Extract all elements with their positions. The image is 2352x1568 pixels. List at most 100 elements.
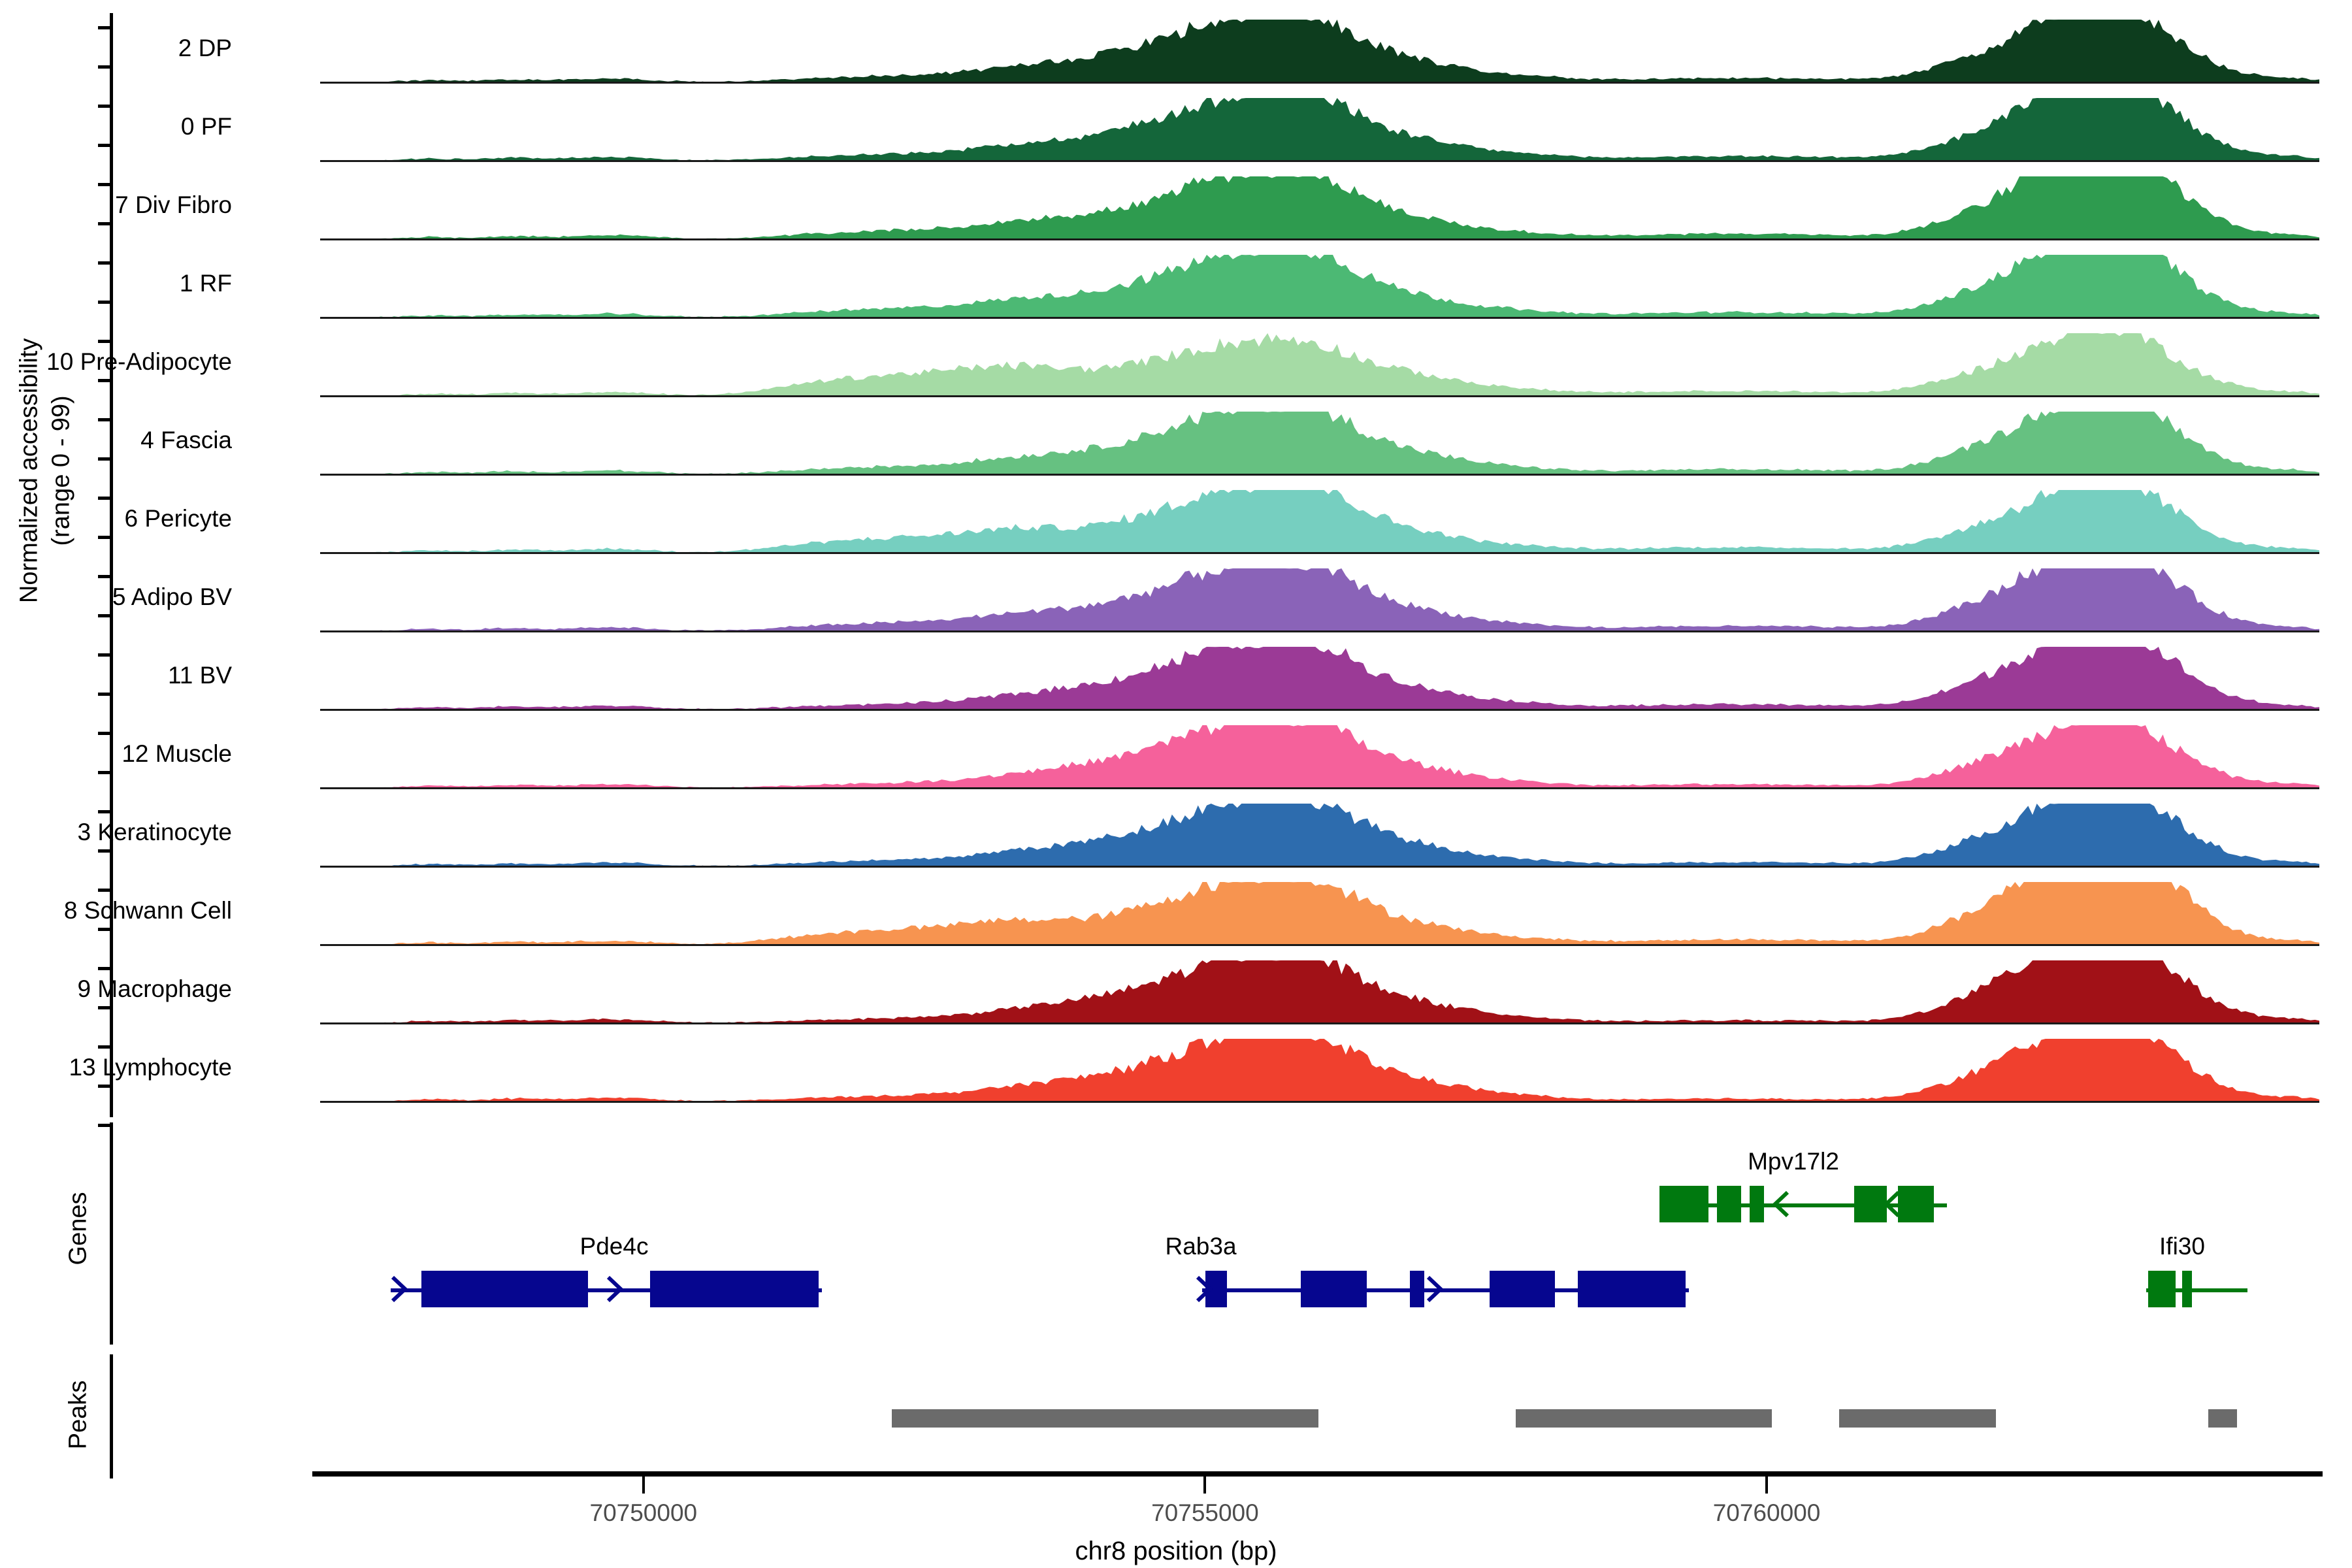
gene-exon	[1301, 1271, 1367, 1307]
y-tick	[98, 849, 110, 853]
track-label-1-rf: 1 RF	[179, 270, 232, 297]
gene-exon	[1410, 1271, 1424, 1307]
track-baseline	[320, 630, 2319, 632]
gene-intron-line	[1659, 1203, 1947, 1207]
gene-exon	[2148, 1271, 2176, 1307]
x-tick	[1203, 1477, 1207, 1494]
track-baseline	[320, 317, 2319, 319]
y-tick	[98, 379, 110, 382]
coverage-signal	[320, 98, 2319, 162]
track-label-11-bv: 11 BV	[167, 662, 232, 689]
gene-exon	[1898, 1186, 1934, 1222]
y-tick	[98, 1124, 110, 1127]
peaks-axis-title: Peaks	[39, 1349, 118, 1480]
coverage-track	[320, 882, 2319, 946]
y-tick	[98, 261, 110, 265]
gene-name-label: Pde4c	[580, 1233, 649, 1260]
track-baseline	[320, 395, 2319, 397]
y-tick	[98, 418, 110, 421]
coverage-track	[320, 20, 2319, 84]
x-tick-label: 70755000	[1151, 1499, 1259, 1526]
y-tick	[98, 889, 110, 892]
gene-strand-arrow-icon	[1196, 1275, 1213, 1307]
track-label-9-macrophage: 9 Macrophage	[77, 975, 232, 1002]
track-baseline	[320, 238, 2319, 240]
coverage-signal	[320, 176, 2319, 240]
coverage-track	[320, 176, 2319, 240]
gene-strand-arrow-icon	[606, 1275, 624, 1307]
gene-name-label: Rab3a	[1165, 1233, 1237, 1260]
coverage-signal	[320, 255, 2319, 319]
gene-exon	[421, 1271, 588, 1307]
y-tick	[98, 653, 110, 657]
x-tick	[642, 1477, 645, 1494]
coverage-track	[320, 255, 2319, 319]
coverage-track	[320, 804, 2319, 868]
gene-exon	[2182, 1271, 2192, 1307]
coverage-track	[320, 333, 2319, 397]
track-baseline	[320, 82, 2319, 84]
gene-exon	[1490, 1271, 1555, 1307]
track-baseline	[320, 787, 2319, 789]
y-tick	[98, 65, 110, 69]
y-tick	[98, 1006, 110, 1009]
peaks-axis-title-text: Peaks	[64, 1380, 92, 1449]
gene-exon	[1854, 1186, 1887, 1222]
genes-axis-title-text: Genes	[64, 1192, 92, 1265]
gene-exon	[1659, 1186, 1708, 1222]
track-label-5-adipo-bv: 5 Adipo BV	[112, 583, 232, 610]
x-tick	[1765, 1477, 1768, 1494]
y-tick	[98, 967, 110, 970]
y-tick	[98, 536, 110, 539]
track-baseline	[320, 160, 2319, 162]
coverage-signal	[320, 568, 2319, 632]
gene-intron-line	[2146, 1288, 2247, 1292]
x-axis-line	[312, 1471, 2323, 1477]
signal-axis-rule	[110, 13, 113, 1117]
coverage-signal	[320, 1039, 2319, 1103]
coverage-signal	[320, 412, 2319, 476]
y-tick	[98, 497, 110, 500]
coverage-track	[320, 647, 2319, 711]
gene-exon	[650, 1271, 819, 1307]
y-tick	[98, 693, 110, 696]
y-tick	[98, 614, 110, 617]
track-label-4-fascia: 4 Fascia	[140, 427, 232, 453]
coverage-signal	[320, 960, 2319, 1024]
y-tick	[98, 26, 110, 29]
coverage-signal	[320, 647, 2319, 711]
peak-region-bar	[892, 1409, 1318, 1428]
x-tick-label: 70750000	[589, 1499, 698, 1526]
coverage-track	[320, 1039, 2319, 1103]
gene-name-label: Mpv17l2	[1748, 1148, 1839, 1175]
gene-strand-arrow-icon	[1772, 1190, 1789, 1222]
gene-strand-arrow-icon	[1883, 1190, 1901, 1222]
track-baseline	[320, 866, 2319, 868]
x-tick-label: 70760000	[1712, 1499, 1821, 1526]
track-label-0-pf: 0 PF	[180, 113, 232, 140]
track-baseline	[320, 552, 2319, 554]
coverage-signal	[320, 490, 2319, 554]
gene-intron-line	[1202, 1288, 1689, 1292]
y-tick	[98, 1045, 110, 1049]
genes-axis-rule	[110, 1122, 113, 1345]
gene-strand-arrow-icon	[391, 1275, 408, 1307]
peak-region-bar	[2208, 1409, 2237, 1428]
y-tick	[98, 105, 110, 108]
coverage-track	[320, 568, 2319, 632]
coverage-signal	[320, 804, 2319, 868]
peak-region-bar	[1839, 1409, 1996, 1428]
y-tick	[98, 771, 110, 774]
coverage-track	[320, 412, 2319, 476]
y-axis-title-line1: Normalized accessibility	[15, 338, 43, 603]
x-axis-title: chr8 position (bp)	[1075, 1537, 1277, 1565]
y-tick	[98, 301, 110, 304]
y-tick	[98, 1085, 110, 1088]
gene-intron-line	[391, 1288, 822, 1292]
coverage-track	[320, 98, 2319, 162]
y-axis-title: Normalized accessibility (range 0 - 99)	[7, 78, 85, 862]
gene-exon	[1717, 1186, 1741, 1222]
track-baseline	[320, 474, 2319, 476]
track-label-8-schwann-cell: 8 Schwann Cell	[63, 897, 232, 924]
